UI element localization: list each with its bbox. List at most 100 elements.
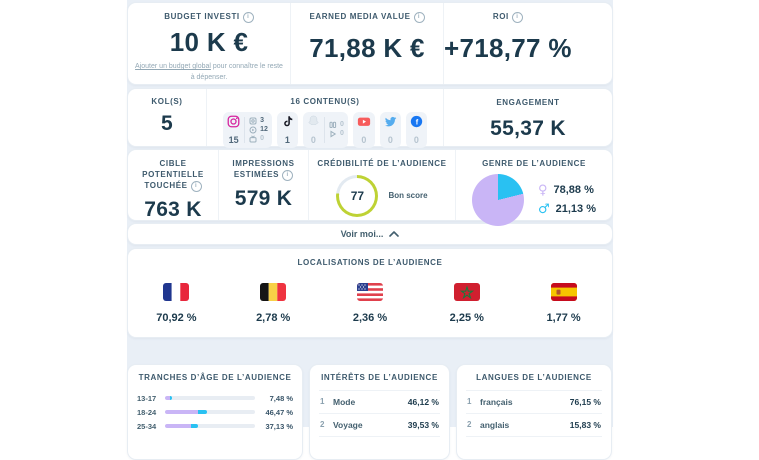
locations-card: LOCALISATIONS DE L’AUDIENCE 70,92 % 2,78… [127,248,613,338]
budget-note: Ajouter un budget global pour connaître … [134,62,284,83]
instagram-reels-stat: 12 [249,126,268,134]
france-flag-icon [163,282,190,301]
impressions-label: IMPRESSIONS ESTIMÉES i [232,159,295,181]
credibility-score: 77 [350,188,365,203]
divider [244,116,246,143]
facebook-count: 0 [413,134,419,145]
see-more-button[interactable]: Voir moi... [127,223,613,245]
bottom-row: TRANCHES D’ÂGE DE L’AUDIENCE 13-17 7,48 … [127,364,613,460]
engagement-card: ENGAGEMENT 55,37 K [443,89,612,146]
twitter-stats-cell[interactable]: 0 [379,111,401,148]
belgium-flag-icon [260,282,287,301]
budget-card: BUDGET INVESTI i 10 K € Ajouter un budge… [128,3,290,84]
add-budget-link[interactable]: Ajouter un budget global [135,63,211,70]
facebook-stats-cell[interactable]: f 0 [405,111,427,148]
female-legend-row: ♀ 78,88 % [538,184,596,197]
info-icon[interactable]: i [282,169,294,181]
age-row-18-24: 18-24 46,47 % [137,407,293,417]
emv-value: 71,88 K € [309,33,425,63]
interests-card: INTÉRÊTS DE L’AUDIENCE 1 Mode 46,12 % 2 … [309,364,450,460]
info-icon[interactable]: i [413,12,425,23]
kols-label: KOL(S) [151,97,183,106]
platform-cells: 15 3 12 0 [223,111,427,148]
youtube-stats-cell[interactable]: 0 [352,111,375,148]
gender-pie-chart [471,173,524,226]
snapchat-spotlight-stat: 0 [329,130,344,138]
location-item-usa: 2,36 % [322,282,419,324]
spotlight-icon [330,130,337,138]
tiktok-count: 1 [284,134,290,145]
budget-value: 10 K € [169,27,249,57]
emv-label: EARNED MEDIA VALUE i [309,12,425,23]
roi-label: ROI i [493,12,523,23]
languages-label: LANGUES DE L’AUDIENCE [466,373,602,391]
posts-icon [249,117,257,125]
male-legend-row: ♂ 21,13 % [538,203,596,216]
info-icon[interactable]: i [511,12,523,23]
location-item-france: 70,92 % [128,282,225,324]
tiktok-icon [281,115,294,128]
budget-label-text: BUDGET INVESTI [164,12,240,22]
svg-text:f: f [416,117,419,126]
see-more-label: Voir moi... [340,229,384,239]
reach-value: 763 K [144,197,202,221]
kols-value: 5 [161,111,173,135]
age-bar [165,424,255,429]
instagram-stats-cell[interactable]: 15 3 12 0 [223,111,272,148]
interest-row-mode: 1 Mode 46,12 % [319,391,440,414]
roi-value: +718,77 % [444,33,572,63]
location-item-morocco: 2,25 % [418,282,515,324]
igtv-icon [249,135,257,143]
impressions-card: IMPRESSIONS ESTIMÉES i 579 K [218,150,308,220]
roi-label-text: ROI [492,12,509,22]
kols-card: KOL(S) 5 [128,89,206,146]
divider [323,116,325,143]
instagram-count: 15 [228,134,239,145]
info-icon[interactable]: i [242,12,254,23]
roi-card: ROI i +718,77 % [443,3,572,84]
campaign-dashboard: BUDGET INVESTI i 10 K € Ajouter un budge… [127,0,613,460]
instagram-igtv-stat: 0 [249,135,264,143]
age-ranges-card: TRANCHES D’ÂGE DE L’AUDIENCE 13-17 7,48 … [127,364,303,460]
morocco-flag-icon [453,282,480,301]
instagram-posts-stat: 3 [249,117,264,125]
youtube-count: 0 [361,134,367,145]
engagement-value: 55,37 K [490,116,566,140]
age-row-25-34: 25-34 37,13 % [137,421,293,431]
contents-card: 16 CONTENU(S) 15 3 [206,89,443,148]
spain-flag-icon [550,282,577,301]
languages-card: LANGUES DE L’AUDIENCE 1 français 76,15 %… [456,364,612,460]
twitter-icon [384,115,397,128]
kpi-row: BUDGET INVESTI i 10 K € Ajouter un budge… [127,2,613,85]
age-ranges-label: TRANCHES D’ÂGE DE L’AUDIENCE [138,373,292,382]
budget-label: BUDGET INVESTI i [164,12,254,23]
credibility-score-text: Bon score [388,191,428,201]
credibility-label: CRÉDIBILITÉ DE L’AUDIENCE [317,159,447,168]
stories-icon [329,122,337,129]
male-pct: 21,13 % [555,203,597,216]
chevron-up-icon [389,231,400,237]
emv-label-text: EARNED MEDIA VALUE [309,12,411,22]
language-row-francais: 1 français 76,15 % [466,391,602,414]
age-bar [165,410,255,415]
credibility-card: CRÉDIBILITÉ DE L’AUDIENCE 77 Bon score [308,150,455,220]
audience-row: CIBLE POTENTIELLE TOUCHÉE i 763 K IMPRESS… [127,149,613,226]
age-bar [165,396,255,401]
language-row-anglais: 2 anglais 15,83 % [466,414,602,437]
reach-card: CIBLE POTENTIELLE TOUCHÉE i 763 K [128,150,218,221]
tiktok-stats-cell[interactable]: 1 [276,111,298,148]
reach-label: CIBLE POTENTIELLE TOUCHÉE i [142,159,204,192]
location-item-belgium: 2,78 % [225,282,322,324]
info-icon[interactable]: i [190,180,202,192]
budget-note-text: pour connaître le reste à dépenser. [190,63,283,81]
age-row-13-17: 13-17 7,48 % [137,393,293,403]
facebook-icon: f [410,115,423,128]
gender-label: GENRE DE L’AUDIENCE [482,159,586,168]
usa-flag-icon [356,282,383,301]
credibility-gauge: 77 [336,174,379,217]
locations-label: LOCALISATIONS DE L’AUDIENCE [297,258,443,267]
snapchat-count: 0 [310,134,316,145]
snapchat-stats-cell[interactable]: 0 0 0 [302,111,348,148]
snapchat-stories-stat: 0 [329,121,344,129]
female-icon: ♀ [537,182,548,198]
